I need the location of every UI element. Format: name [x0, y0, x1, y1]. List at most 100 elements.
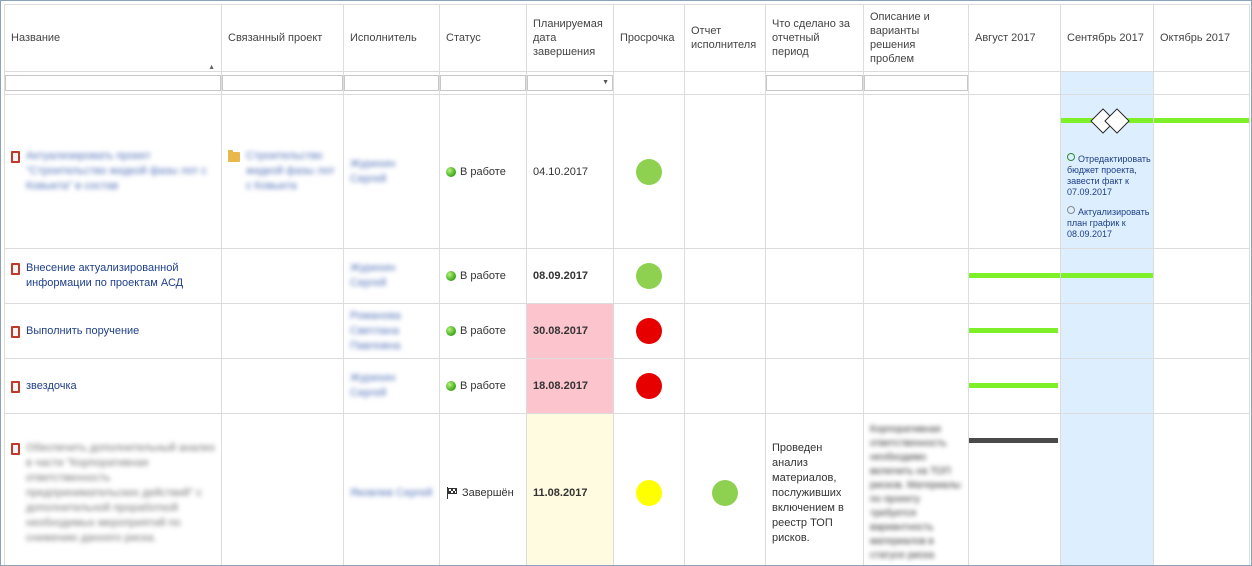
filter-cell-assignee [343, 71, 440, 95]
column-header-oct-2017: Октябрь 2017 [1153, 4, 1250, 72]
task-icon [11, 151, 20, 163]
cell-overdue [613, 94, 685, 249]
column-header-done[interactable]: Что сделано за отчетный период [765, 4, 864, 72]
filter-cell-name [4, 71, 222, 95]
filter-input-done[interactable] [766, 75, 863, 91]
task-name-link[interactable]: Актуализировать проект "Строительство жи… [26, 150, 207, 192]
filter-cell-status [439, 71, 527, 95]
status-label: В работе [460, 165, 506, 178]
cell-report [684, 248, 766, 304]
filter-cell-project [221, 71, 344, 95]
gantt-cell-oct [1153, 358, 1250, 414]
filter-cell-aug [968, 71, 1061, 95]
task-icon [11, 380, 20, 393]
problems-text: Корпоративная ответственность необходимо… [870, 424, 961, 561]
filter-select-due[interactable]: ▼ [527, 75, 613, 91]
cell-report [684, 358, 766, 414]
gantt-bar-completed [969, 438, 1058, 443]
gantt-bar [1154, 118, 1249, 123]
column-header-overdue[interactable]: Просрочка [613, 4, 685, 72]
due-date: 04.10.2017 [533, 165, 589, 178]
project-folder-icon [228, 150, 240, 162]
task-name-link[interactable]: Выполнить поручение [26, 324, 140, 337]
table-row[interactable]: Обеспечить дополнительный анализ в части… [4, 413, 1250, 565]
gantt-cell-sep [1060, 303, 1154, 359]
cell-report [684, 303, 766, 359]
gantt-bar [969, 328, 1058, 333]
cell-name: Обеспечить дополнительный анализ в части… [4, 413, 222, 565]
gantt-cell-sep [1060, 358, 1154, 414]
due-date: 11.08.2017 [533, 487, 588, 499]
cell-overdue [613, 303, 685, 359]
assignee-link[interactable]: Романова Светлана Павловна [350, 309, 401, 352]
column-header-status[interactable]: Статус [439, 4, 527, 72]
gantt-cell-aug [968, 248, 1061, 304]
column-header-project[interactable]: Связанный проект [221, 4, 344, 72]
table-row[interactable]: Выполнить поручение Романова Светлана Па… [4, 303, 1250, 359]
column-header-due-date[interactable]: Планируемая дата завершения [526, 4, 614, 72]
cell-project [221, 248, 344, 304]
milestone-text: Отредактировать бюджет проекта, завести … [1067, 154, 1151, 197]
sort-ascending-icon[interactable]: ▲ [208, 64, 215, 71]
cell-status: В работе [439, 303, 527, 359]
cell-status: В работе [439, 358, 527, 414]
cell-problems [863, 94, 969, 249]
due-date: 30.08.2017 [533, 325, 589, 337]
cell-project: Строительство жидкой фазы лот с Ковыкта [221, 94, 344, 249]
cell-assignee: Журихин Сергей [343, 248, 440, 304]
cell-project [221, 303, 344, 359]
column-header-name[interactable]: Название ▲ [4, 4, 222, 72]
filter-input-assignee[interactable] [344, 75, 439, 91]
gantt-cell-oct [1153, 413, 1250, 565]
cell-status: Завершён [439, 413, 527, 565]
task-icon [11, 325, 20, 338]
filter-input-project[interactable] [222, 75, 343, 91]
milestone-ring-icon [1067, 206, 1075, 214]
cell-status: В работе [439, 248, 527, 304]
filter-cell-done [765, 71, 864, 95]
cell-overdue [613, 413, 685, 565]
milestone-label[interactable]: Актуализировать план график к 08.09.2017 [1067, 206, 1151, 240]
cell-done [765, 248, 864, 304]
column-header-problems[interactable]: Описание и варианты решения проблем [863, 4, 969, 72]
filter-cell-problems [863, 71, 969, 95]
cell-done [765, 94, 864, 249]
chevron-down-icon[interactable]: ▼ [602, 79, 609, 86]
gantt-cell-sep: Отредактировать бюджет проекта, завести … [1060, 94, 1154, 249]
column-header-assignee[interactable]: Исполнитель [343, 4, 440, 72]
task-name-link[interactable]: Обеспечить дополнительный анализ в части… [26, 441, 215, 544]
milestone-diamond-icon[interactable] [1104, 108, 1130, 134]
cell-assignee: Журихин Сергей [343, 358, 440, 414]
cell-assignee: Романова Светлана Павловна [343, 303, 440, 359]
filter-cell-overdue [613, 71, 685, 95]
filter-input-status[interactable] [440, 75, 526, 91]
cell-name: Внесение актуализированной информации по… [4, 248, 222, 304]
cell-done [765, 303, 864, 359]
filter-cell-oct [1153, 71, 1250, 95]
assignee-link[interactable]: Журихин Сергей [350, 157, 396, 185]
table-row[interactable]: Актуализировать проект "Строительство жи… [4, 94, 1250, 249]
cell-done: Проведен анализ материалов, послуживших … [765, 413, 864, 565]
task-name-link[interactable]: звездочка [26, 379, 77, 392]
tasks-table: Название ▲ Связанный проект Исполнитель С… [4, 4, 1250, 565]
task-name-link[interactable]: Внесение актуализированной информации по… [26, 262, 184, 289]
milestone-label[interactable]: Отредактировать бюджет проекта, завести … [1067, 153, 1151, 198]
gantt-cell-aug [968, 358, 1061, 414]
project-link[interactable]: Строительство жидкой фазы лот с Ковыкта [246, 150, 335, 192]
green-status-icon [446, 271, 456, 281]
filter-input-name[interactable] [5, 75, 221, 91]
filter-input-problems[interactable] [864, 75, 968, 91]
green-status-icon [446, 326, 456, 336]
cell-assignee: Журихин Сергей [343, 94, 440, 249]
assignee-link[interactable]: Журихин Сергей [350, 372, 396, 399]
table-row[interactable]: Внесение актуализированной информации по… [4, 248, 1250, 304]
cell-name: звездочка [4, 358, 222, 414]
cell-due-date: 18.08.2017 [526, 358, 614, 414]
assignee-link[interactable]: Яковлев Сергей [350, 486, 433, 499]
cell-problems: Корпоративная ответственность необходимо… [863, 413, 969, 565]
table-row[interactable]: звездочка Журихин Сергей В работе 18.08.… [4, 358, 1250, 414]
column-header-report[interactable]: Отчет исполнителя [684, 4, 766, 72]
cell-overdue [613, 248, 685, 304]
assignee-link[interactable]: Журихин Сергей [350, 262, 396, 289]
